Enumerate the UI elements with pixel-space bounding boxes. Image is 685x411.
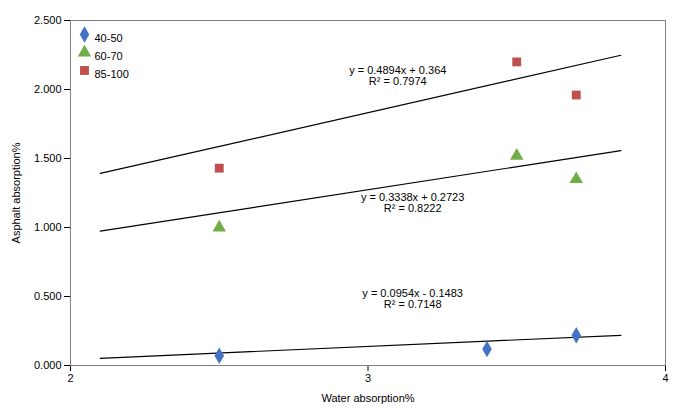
svg-text:1.000: 1.000 xyxy=(34,221,62,233)
svg-text:2.500: 2.500 xyxy=(34,14,62,26)
svg-text:y = 0.0954x - 0.1483R² = 0.714: y = 0.0954x - 0.1483R² = 0.7148 xyxy=(362,287,463,310)
svg-text:1.500: 1.500 xyxy=(34,152,62,164)
svg-text:Asphalt absorption%: Asphalt absorption% xyxy=(10,142,22,243)
svg-text:2.000: 2.000 xyxy=(34,83,62,95)
svg-text:y = 0.4894x + 0.364R² = 0.7974: y = 0.4894x + 0.364R² = 0.7974 xyxy=(349,64,446,87)
svg-text:Water absorption%: Water absorption% xyxy=(321,392,414,404)
svg-text:0.500: 0.500 xyxy=(34,290,62,302)
svg-text:2: 2 xyxy=(67,372,73,384)
svg-text:60-70: 60-70 xyxy=(95,50,123,62)
svg-text:y = 0.3338x + 0.2723R² = 0.822: y = 0.3338x + 0.2723R² = 0.8222 xyxy=(361,191,464,214)
svg-text:3: 3 xyxy=(365,372,371,384)
svg-text:0.000: 0.000 xyxy=(34,359,62,371)
svg-text:4: 4 xyxy=(662,372,668,384)
svg-text:40-50: 40-50 xyxy=(95,32,123,44)
svg-text:85-100: 85-100 xyxy=(95,68,129,80)
